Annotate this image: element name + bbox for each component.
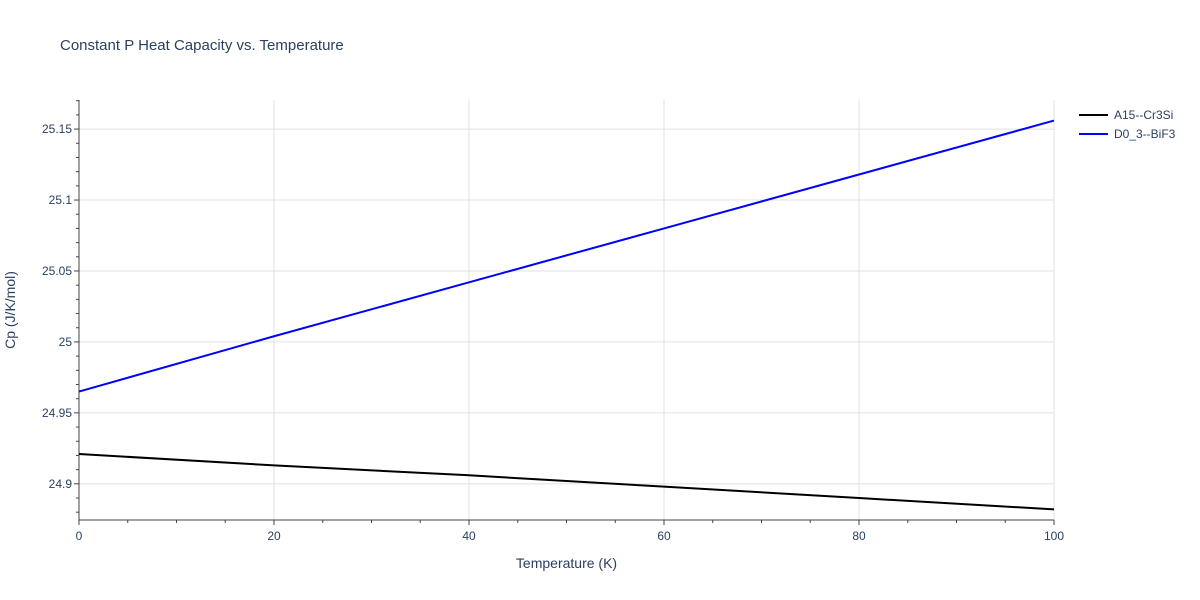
x-tick-label: 80 [852,529,866,543]
axes [74,100,1055,525]
tick-labels: 0 20 40 60 80 100 24.9 24.95 25 25.05 25.1 25.15 [42,122,1064,543]
x-axis-title: Temperature (K) [516,555,617,571]
grid [79,100,1055,520]
y-tick-label: 25.1 [49,193,73,207]
legend-item-1[interactable]: D0_3--BiF3 [1079,127,1176,141]
x-tick-label: 60 [657,529,671,543]
series-line-1 [78,119,1055,393]
legend-label: D0_3--BiF3 [1114,127,1176,141]
y-tick-label: 25.05 [42,264,72,278]
y-tick-label: 25 [59,335,73,349]
legend-item-0[interactable]: A15--Cr3Si [1079,108,1173,122]
x-tick-label: 0 [76,529,83,543]
x-tick-label: 100 [1044,529,1064,543]
x-tick-label: 40 [462,529,476,543]
y-tick-label: 24.95 [42,406,72,420]
series-lines [78,119,1055,511]
y-tick-label: 24.9 [49,477,73,491]
legend-label: A15--Cr3Si [1114,108,1173,122]
legend[interactable]: A15--Cr3Si D0_3--BiF3 [1079,108,1176,141]
chart-title: Constant P Heat Capacity vs. Temperature [60,37,344,54]
y-tick-label: 25.15 [42,122,72,136]
y-axis-title: Cp (J/K/mol) [2,271,18,349]
x-tick-label: 20 [267,529,281,543]
series-line-0 [78,453,1055,511]
